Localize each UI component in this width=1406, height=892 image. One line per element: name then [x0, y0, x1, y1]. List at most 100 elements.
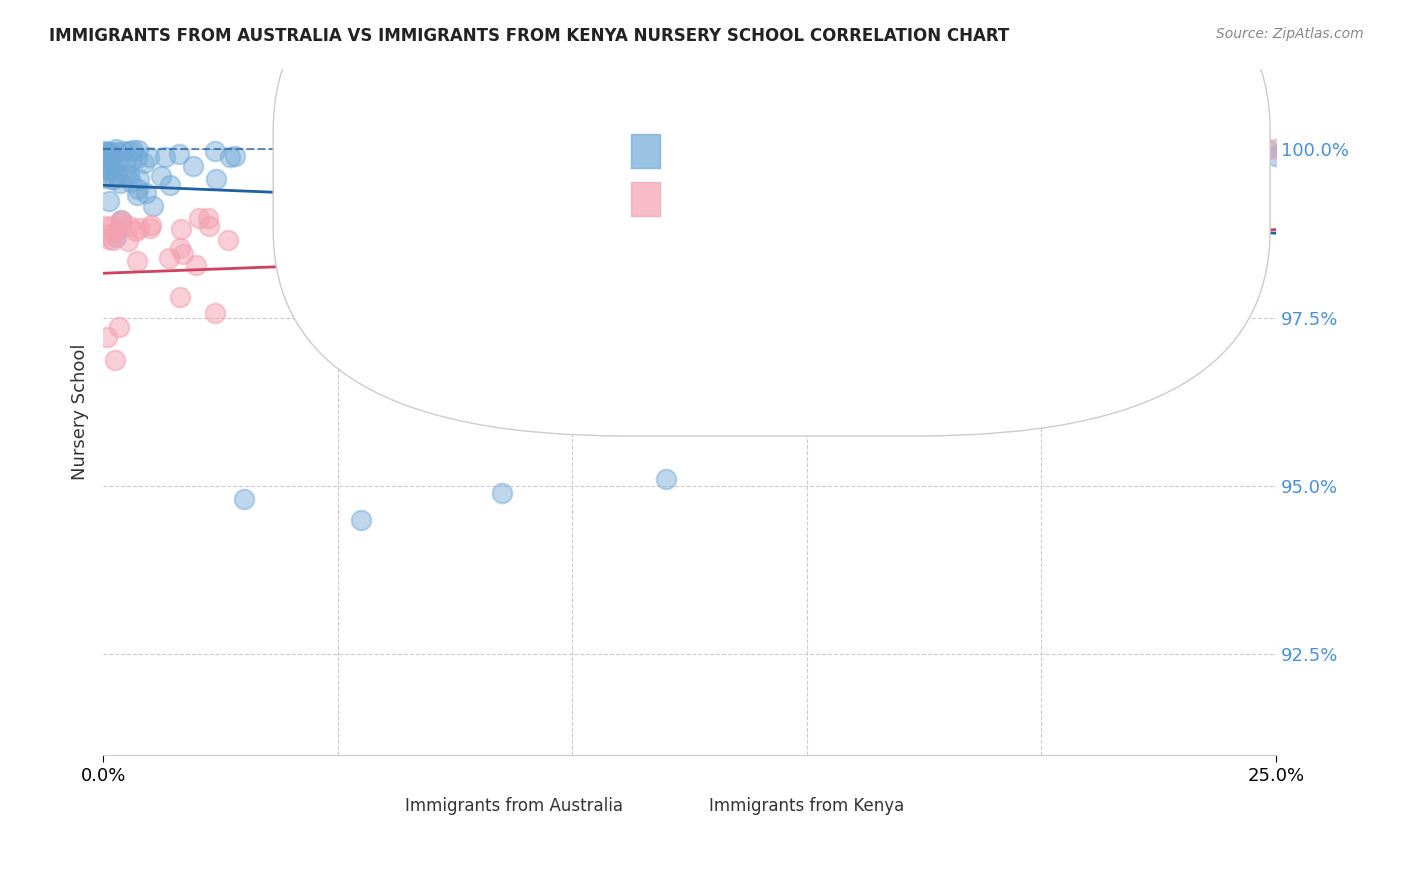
Point	[204, 306, 226, 320]
Point	[117, 235, 139, 249]
Point	[256, 782, 278, 797]
Point	[105, 157, 128, 171]
Point	[105, 145, 128, 160]
Point	[120, 153, 142, 168]
Point	[114, 155, 136, 169]
Point	[105, 143, 128, 157]
Point	[104, 352, 127, 367]
Point	[172, 247, 194, 261]
Point	[100, 158, 122, 172]
Point	[127, 187, 149, 202]
Point	[120, 175, 142, 189]
Point	[93, 219, 115, 233]
Point	[105, 169, 128, 183]
Point	[118, 219, 141, 233]
Point	[169, 290, 191, 304]
Point	[96, 162, 118, 177]
Point	[112, 144, 135, 158]
Point	[444, 176, 467, 190]
Point	[98, 162, 121, 177]
Point	[101, 151, 124, 165]
Point	[127, 182, 149, 196]
Point	[1265, 149, 1288, 163]
Point	[125, 151, 148, 165]
Point	[93, 153, 115, 167]
Point	[232, 492, 254, 507]
Point	[115, 167, 138, 181]
Point	[1053, 189, 1076, 203]
Point	[1194, 176, 1216, 190]
Point	[302, 162, 325, 177]
Point	[93, 227, 115, 242]
Bar	[391, 783, 420, 807]
Point	[141, 199, 163, 213]
Point	[374, 244, 396, 258]
Point	[772, 331, 794, 345]
Point	[725, 189, 748, 203]
Point	[110, 177, 132, 191]
Point	[97, 146, 120, 161]
Point	[139, 221, 162, 235]
Point	[110, 215, 132, 229]
Point	[224, 149, 246, 163]
Point	[159, 178, 181, 192]
Point	[100, 149, 122, 163]
Point	[153, 150, 176, 164]
Point	[121, 143, 143, 157]
Text: R = 0.283   N = 39: R = 0.283 N = 39	[661, 190, 842, 208]
Point	[94, 151, 117, 165]
Point	[94, 145, 117, 159]
Point	[120, 144, 142, 158]
Point	[135, 186, 157, 201]
Point	[217, 233, 239, 247]
Point	[218, 150, 240, 164]
Point	[94, 145, 117, 159]
Point	[205, 172, 228, 186]
Y-axis label: Nursery School: Nursery School	[72, 343, 89, 480]
Point	[138, 150, 160, 164]
Point	[188, 211, 211, 225]
Point	[105, 230, 128, 244]
Point	[655, 290, 678, 304]
Point	[1031, 290, 1053, 304]
Point	[1194, 176, 1216, 190]
Point	[157, 251, 180, 265]
Point	[169, 241, 191, 255]
Point	[796, 202, 818, 217]
Point	[1241, 142, 1264, 156]
Text: Immigrants from Kenya: Immigrants from Kenya	[709, 797, 904, 814]
Point	[101, 233, 124, 247]
Bar	[631, 182, 661, 216]
Text: R = 0.146   N = 68: R = 0.146 N = 68	[661, 142, 842, 160]
Point	[197, 211, 219, 226]
Point	[184, 258, 207, 272]
Point	[198, 219, 221, 233]
Point	[100, 145, 122, 159]
Point	[125, 253, 148, 268]
Text: Immigrants from Australia: Immigrants from Australia	[405, 797, 623, 814]
Point	[98, 161, 121, 175]
Point	[1256, 142, 1278, 156]
Point	[128, 172, 150, 186]
Point	[181, 159, 204, 173]
Text: ZIPatlas: ZIPatlas	[526, 377, 853, 446]
Bar	[683, 783, 713, 807]
Text: IMMIGRANTS FROM AUSTRALIA VS IMMIGRANTS FROM KENYA NURSERY SCHOOL CORRELATION CH: IMMIGRANTS FROM AUSTRALIA VS IMMIGRANTS …	[49, 27, 1010, 45]
Point	[1123, 196, 1146, 211]
FancyBboxPatch shape	[273, 0, 1270, 436]
Point	[110, 214, 132, 228]
Point	[100, 219, 122, 234]
Point	[97, 232, 120, 246]
Point	[1218, 156, 1240, 170]
Point	[108, 320, 131, 334]
Point	[127, 143, 149, 157]
Point	[97, 145, 120, 159]
Point	[125, 223, 148, 237]
Text: Source: ZipAtlas.com: Source: ZipAtlas.com	[1216, 27, 1364, 41]
Point	[103, 172, 125, 186]
Point	[104, 225, 127, 239]
Point	[890, 210, 912, 224]
Point	[350, 513, 373, 527]
Point	[169, 221, 191, 235]
Point	[105, 223, 128, 237]
